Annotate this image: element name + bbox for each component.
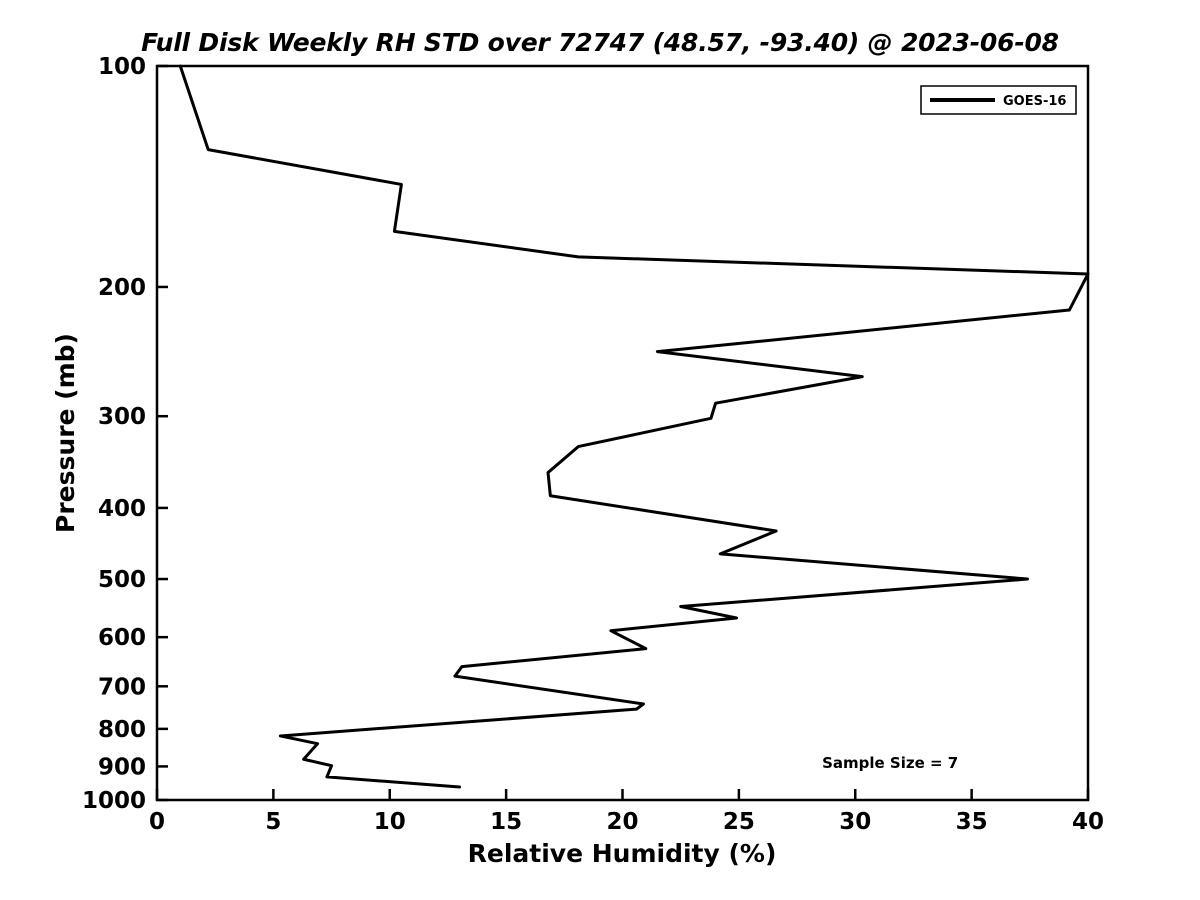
data-line-goes-16: [178, 64, 1090, 789]
y-tick-label: 300: [98, 404, 146, 430]
x-tick-label: 5: [265, 809, 281, 835]
plot-frame: [155, 64, 1090, 802]
y-tick-label: 900: [98, 754, 146, 780]
sample-size-annotation: Sample Size = 7: [822, 754, 958, 772]
legend-label-goes16: GOES-16: [1003, 94, 1066, 109]
x-tick-label: 40: [1072, 809, 1104, 835]
y-tick-label: 500: [98, 567, 146, 593]
y-tick-label: 1000: [82, 788, 146, 814]
y-tick-label: 800: [98, 717, 146, 743]
chart-legend[interactable]: GOES-16: [920, 85, 1077, 115]
y-tick-label: 700: [98, 674, 146, 700]
y-tick-label: 600: [98, 625, 146, 651]
x-tick-label: 10: [374, 809, 406, 835]
x-axis: 0 5 10 15 20 25 30 35 40: [149, 789, 1104, 835]
y-tick-label: 400: [98, 496, 146, 522]
y-tick-label: 200: [98, 275, 146, 301]
x-tick-label: 15: [490, 809, 522, 835]
x-tick-label: 0: [149, 809, 165, 835]
y-tick-label: 100: [98, 54, 146, 80]
y-axis: 100 200 300 400 500 600 700 800 900 1000: [82, 54, 168, 814]
x-tick-label: 25: [723, 809, 755, 835]
x-tick-label: 35: [956, 809, 988, 835]
annotation-layer: Sample Size = 7: [822, 754, 958, 772]
chart-title: Full Disk Weekly RH STD over 72747 (48.5…: [141, 28, 1059, 57]
x-axis-title: Relative Humidity (%): [468, 839, 777, 868]
x-tick-label: 20: [606, 809, 638, 835]
data-series-layer: [178, 64, 1090, 789]
x-tick-label: 30: [839, 809, 871, 835]
y-axis-title: Pressure (mb): [51, 333, 80, 533]
